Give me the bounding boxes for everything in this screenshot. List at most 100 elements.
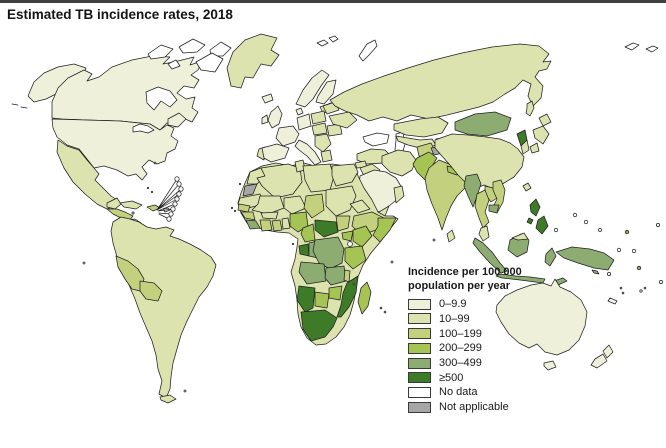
country-madagascar <box>357 281 372 315</box>
legend-label: 10–99 <box>439 312 470 325</box>
aleutian-islands <box>11 103 28 109</box>
country-denmark <box>295 107 304 116</box>
malaysia-peninsula <box>478 225 490 242</box>
country-bolivia <box>139 280 163 302</box>
country-zimbabwe <box>328 285 343 301</box>
country-tanzania <box>344 245 367 270</box>
country-sri-lanka <box>446 229 456 243</box>
arctic-island-2 <box>178 38 206 54</box>
tuvalu <box>607 272 611 276</box>
nz-south-island <box>590 353 608 369</box>
arctic-island-4 <box>167 59 181 70</box>
legend-label: Not applicable <box>439 401 509 414</box>
legend-label: ≥500 <box>439 371 464 384</box>
falklands <box>183 389 187 393</box>
legend-title: Incidence per 100 000 population per yea… <box>408 266 568 294</box>
new-caledonia <box>607 297 618 305</box>
nauru <box>616 247 622 253</box>
legend-item-200-299: 200–299 <box>408 341 568 356</box>
top-rule <box>0 0 666 3</box>
sierra-leone-liberia <box>245 219 261 230</box>
new-guinea <box>555 246 615 271</box>
country-greece <box>320 149 333 163</box>
country-south-korea <box>520 139 530 155</box>
country-angola <box>298 261 327 285</box>
caribbean-callout-circles <box>166 176 184 222</box>
legend-title-line1: Incidence per 100 000 <box>408 266 522 278</box>
marshall-islands <box>624 229 630 235</box>
legend-item-0-9: 0–9.9 <box>408 297 568 312</box>
bahamas-2 <box>150 190 154 194</box>
south-africa <box>300 309 338 342</box>
bahamas-1 <box>146 186 150 190</box>
country-malawi <box>343 269 351 283</box>
country-niger <box>283 195 307 215</box>
country-algeria <box>256 163 303 199</box>
dr-congo <box>312 236 345 270</box>
country-somalia <box>372 217 397 243</box>
country-france <box>275 125 300 147</box>
svalbard-2 <box>328 35 339 43</box>
maldives <box>432 238 436 242</box>
country-china <box>434 133 525 190</box>
palau <box>553 227 559 233</box>
country-namibia <box>296 285 316 313</box>
sulawesi <box>544 247 557 267</box>
micronesia-1 <box>583 219 589 225</box>
canary-islands <box>238 182 242 186</box>
wrangel-1 <box>624 42 640 51</box>
vanuatu-1 <box>619 286 623 290</box>
newfoundland <box>167 112 187 128</box>
central-europe <box>311 122 328 136</box>
country-ireland <box>261 114 269 125</box>
legend-swatch-10-99 <box>408 313 431 325</box>
reunion <box>383 310 387 314</box>
legend-title-line2: population per year <box>408 279 511 292</box>
fiji-1 <box>639 289 643 293</box>
baffin-island <box>195 52 224 73</box>
country-guinea <box>240 211 256 221</box>
figure-title: Estimated TB incidence rates, 2018 <box>7 7 233 22</box>
legend-label: 100–199 <box>439 327 482 340</box>
country-egypt <box>331 163 359 187</box>
cote-divoire <box>259 219 273 232</box>
bermuda <box>153 161 157 165</box>
country-greenland <box>226 33 280 89</box>
cape-verde-2 <box>233 209 237 213</box>
legend-item-10-99: 10–99 <box>408 312 568 327</box>
country-thailand <box>474 189 490 229</box>
scandinavia <box>295 69 330 108</box>
vanuatu-2 <box>621 291 625 295</box>
great-lakes <box>132 123 155 134</box>
comoros <box>352 282 356 286</box>
arctic-island-1 <box>147 44 174 60</box>
solomon-islands <box>591 269 600 275</box>
tasmania <box>543 360 557 371</box>
sao-tome <box>291 242 295 246</box>
malaysia-borneo <box>511 232 529 241</box>
country-mozambique <box>336 275 359 318</box>
country-usa <box>51 118 179 181</box>
legend-swatch-200-299 <box>408 342 431 354</box>
japan-kyushu <box>529 142 540 154</box>
legend-swatch-500plus <box>408 372 431 384</box>
country-ghana <box>271 219 283 232</box>
country-mexico <box>56 139 118 210</box>
legend-swatch-no-data <box>408 386 431 398</box>
country-ukraine <box>328 111 358 129</box>
legend-label: 0–9.9 <box>439 298 467 311</box>
legend-item-no-data: No data <box>408 385 568 400</box>
country-eritrea <box>349 199 371 214</box>
oman-uae <box>393 185 405 204</box>
legend-item-not-applicable: Not applicable <box>408 400 568 415</box>
japan-honshu <box>532 125 550 145</box>
legend: Incidence per 100 000 population per yea… <box>408 266 568 414</box>
pacific-island-2 <box>656 223 660 227</box>
philippines-mindanao <box>535 215 549 235</box>
yucatan <box>106 197 122 210</box>
balkans <box>314 133 332 153</box>
legend-label: 200–299 <box>439 342 482 355</box>
country-uk <box>267 105 283 129</box>
country-spain <box>261 143 290 163</box>
seychelles <box>390 260 394 264</box>
